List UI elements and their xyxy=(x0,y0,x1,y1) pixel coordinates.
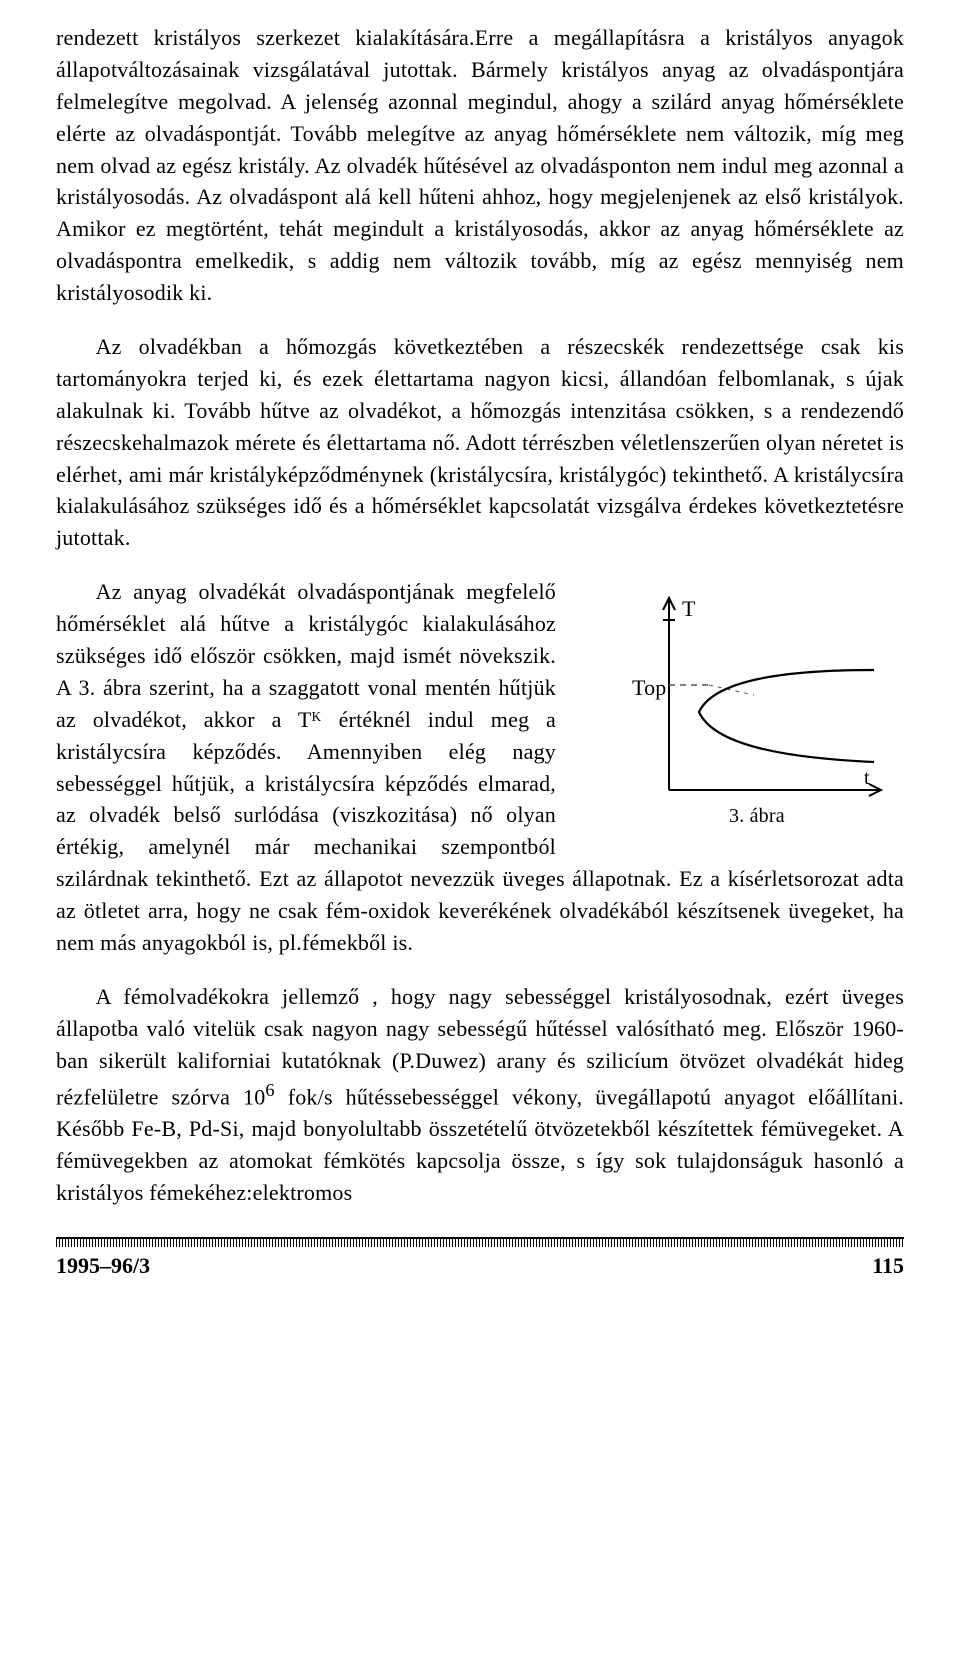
x-label: t xyxy=(864,767,870,789)
figure-caption: 3. ábra xyxy=(729,805,785,827)
figure-3-svg: T Top t 3. ábra xyxy=(574,580,904,840)
exponent-6: 6 xyxy=(265,1080,274,1100)
paragraph-3-wrap: T Top t 3. ábra Az anyag olvadékát olvad… xyxy=(56,576,904,959)
y-label-mid: Top xyxy=(632,675,667,700)
paragraph-2: Az olvadékban a hőmozgás következtében a… xyxy=(56,331,904,554)
footer-right: 115 xyxy=(872,1253,904,1279)
nose-curve xyxy=(699,670,874,762)
footer-rule xyxy=(56,1237,904,1247)
y-label-top: T xyxy=(682,596,696,621)
footer: 1995–96/3 115 xyxy=(56,1247,904,1279)
figure-3: T Top t 3. ábra xyxy=(574,580,904,840)
paragraph-4: A fémolvadékokra jellemző , hogy nagy se… xyxy=(56,981,904,1209)
footer-left: 1995–96/3 xyxy=(56,1253,150,1279)
paragraph-1: rendezett kristályos szerkezet kialakítá… xyxy=(56,22,904,309)
page: rendezett kristályos szerkezet kialakítá… xyxy=(0,22,960,1672)
